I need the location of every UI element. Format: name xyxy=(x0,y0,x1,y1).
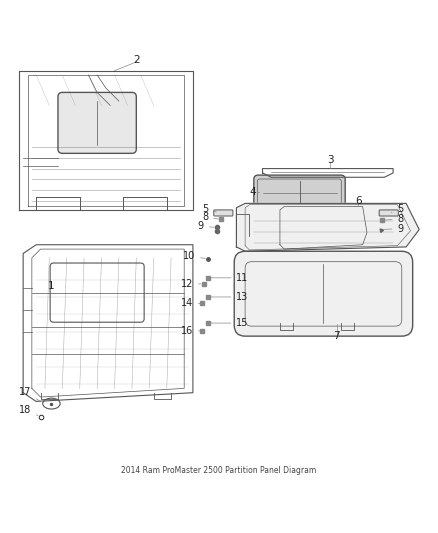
Text: 5: 5 xyxy=(391,204,404,214)
Text: 13: 13 xyxy=(211,292,249,302)
Text: 9: 9 xyxy=(198,221,214,231)
Text: 3: 3 xyxy=(327,155,333,165)
Polygon shape xyxy=(237,204,419,251)
Text: 16: 16 xyxy=(180,326,200,336)
Text: 18: 18 xyxy=(19,405,38,416)
FancyBboxPatch shape xyxy=(379,210,398,216)
Text: 8: 8 xyxy=(202,212,219,222)
Text: 10: 10 xyxy=(183,252,205,262)
Text: 2014 Ram ProMaster 2500 Partition Panel Diagram: 2014 Ram ProMaster 2500 Partition Panel … xyxy=(121,466,317,475)
Text: 1: 1 xyxy=(48,281,55,291)
FancyBboxPatch shape xyxy=(58,92,136,154)
Text: 17: 17 xyxy=(19,387,40,401)
FancyBboxPatch shape xyxy=(254,175,345,208)
Text: 6: 6 xyxy=(355,196,362,206)
Text: 2: 2 xyxy=(133,55,140,65)
Text: 7: 7 xyxy=(333,331,340,341)
Text: 12: 12 xyxy=(180,279,201,289)
Text: 8: 8 xyxy=(385,214,403,224)
Text: 4: 4 xyxy=(250,187,256,197)
Text: 5: 5 xyxy=(202,204,216,214)
Text: 15: 15 xyxy=(211,318,249,328)
Text: 11: 11 xyxy=(211,273,249,283)
FancyBboxPatch shape xyxy=(234,251,413,336)
FancyBboxPatch shape xyxy=(214,210,233,216)
Text: 9: 9 xyxy=(384,224,403,233)
Text: 14: 14 xyxy=(180,298,200,309)
